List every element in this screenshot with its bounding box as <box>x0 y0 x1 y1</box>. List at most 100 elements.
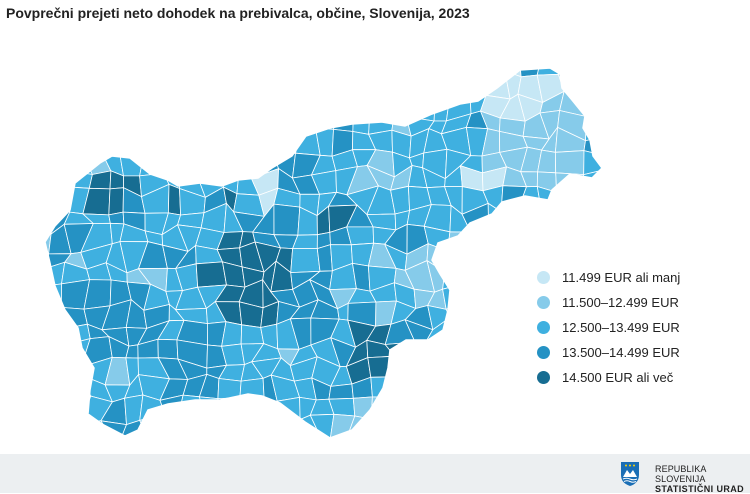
municipality <box>180 93 203 116</box>
municipality <box>470 375 490 405</box>
municipality <box>212 74 241 102</box>
municipality <box>45 185 71 213</box>
municipality <box>198 94 221 119</box>
municipality <box>578 190 598 209</box>
municipality <box>430 414 453 438</box>
municipality <box>480 286 506 302</box>
municipality <box>518 206 545 229</box>
legend-item-3: 12.500–13.499 EUR <box>537 315 680 340</box>
municipality <box>45 80 74 103</box>
municipality <box>45 246 50 269</box>
slovenia-coat-of-arms-icon <box>621 462 639 486</box>
municipality <box>45 71 48 103</box>
municipality <box>162 138 182 160</box>
municipality <box>47 412 72 438</box>
municipality <box>138 92 164 113</box>
municipality <box>404 380 432 406</box>
municipality <box>372 68 394 83</box>
municipality <box>54 167 66 198</box>
municipality <box>618 58 637 72</box>
municipality <box>621 432 639 448</box>
country-border <box>44 67 603 439</box>
municipality <box>141 139 167 160</box>
municipality <box>430 354 451 382</box>
municipality <box>503 378 529 401</box>
municipality <box>652 148 679 176</box>
municipality <box>444 337 469 360</box>
municipality <box>162 111 182 141</box>
municipality <box>333 108 354 132</box>
municipality <box>120 441 149 448</box>
municipality <box>156 93 182 116</box>
municipality <box>197 74 221 102</box>
municipality <box>346 71 376 103</box>
municipality <box>483 379 511 405</box>
municipality <box>479 413 509 438</box>
municipality <box>67 395 92 424</box>
municipality <box>370 396 392 420</box>
municipality <box>45 194 57 211</box>
municipality <box>637 203 659 228</box>
municipality <box>45 68 74 84</box>
municipality <box>240 324 265 345</box>
municipality <box>660 394 682 426</box>
municipality <box>594 227 602 254</box>
municipality <box>637 72 657 96</box>
municipality <box>138 110 167 140</box>
municipality <box>45 131 73 157</box>
municipality <box>176 419 206 438</box>
municipality <box>424 70 451 98</box>
municipality <box>118 70 143 94</box>
municipality <box>239 377 265 407</box>
municipality <box>121 68 147 76</box>
municipality <box>67 421 90 438</box>
municipality <box>167 183 182 216</box>
municipality <box>450 433 469 438</box>
municipality <box>543 394 564 418</box>
municipality <box>448 356 472 379</box>
municipality <box>583 228 601 247</box>
municipality <box>108 187 124 216</box>
municipality <box>518 431 550 438</box>
legend-label-4: 13.500–14.499 EUR <box>562 345 680 360</box>
municipality <box>213 94 239 119</box>
municipality <box>217 397 241 424</box>
municipality <box>158 68 185 81</box>
municipality <box>45 113 73 138</box>
municipality <box>194 147 219 172</box>
municipality <box>658 203 675 225</box>
municipality <box>472 394 490 423</box>
municipality <box>624 166 641 198</box>
municipality <box>634 226 658 246</box>
municipality <box>62 355 82 381</box>
municipality <box>45 132 51 160</box>
municipality <box>595 69 602 97</box>
municipality <box>421 346 450 358</box>
municipality <box>653 432 673 448</box>
municipality <box>69 133 89 157</box>
municipality <box>214 150 240 169</box>
logo-line-2: STATISTIČNI URAD <box>655 484 745 494</box>
municipality <box>118 109 143 141</box>
municipality <box>466 358 485 381</box>
municipality <box>66 439 89 448</box>
municipality <box>486 68 509 73</box>
municipality <box>274 97 296 112</box>
municipality <box>430 434 453 438</box>
municipality <box>202 419 225 438</box>
municipality <box>614 206 642 228</box>
municipality <box>259 95 284 112</box>
municipality <box>507 431 525 438</box>
municipality <box>656 128 679 156</box>
municipality <box>45 378 75 404</box>
municipality <box>197 68 217 84</box>
municipality <box>163 437 184 438</box>
municipality <box>632 128 659 157</box>
municipality <box>441 68 468 83</box>
municipality <box>637 166 659 192</box>
municipality <box>198 107 227 133</box>
municipality <box>237 397 266 419</box>
municipality <box>504 285 530 311</box>
municipality <box>423 377 455 402</box>
municipality <box>577 439 606 449</box>
